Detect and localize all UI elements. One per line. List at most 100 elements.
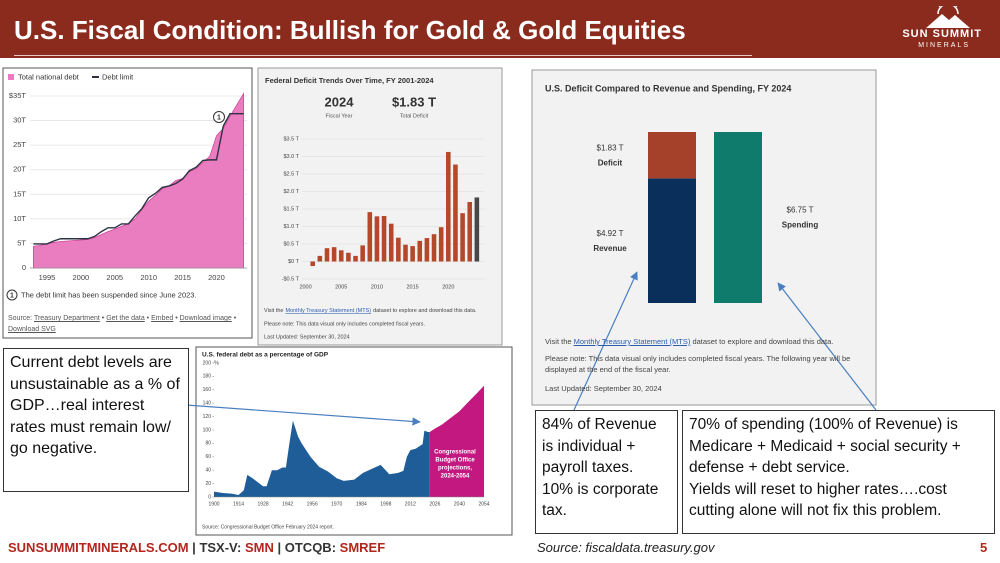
segment-value-label: $1.83 T <box>597 143 624 152</box>
note: Last Updated: September 30, 2024 <box>545 384 662 393</box>
callout-text: 10% is corporate tax. <box>542 480 659 520</box>
y-tick-label: 180 <box>203 374 212 380</box>
note-text: Visit the <box>545 337 572 346</box>
logo-tagline: MINERALS <box>918 42 970 49</box>
deficit-panel <box>257 67 503 346</box>
exchange: TSX-V: <box>199 540 242 555</box>
note-text: dataset to explore and download this dat… <box>373 308 477 314</box>
source-line: Source: Treasury Department • Get the da… <box>8 313 248 335</box>
note-number: 1 <box>10 292 14 299</box>
y-tick-label: 30T <box>13 116 26 125</box>
separator: • <box>233 315 237 322</box>
y-tick-label: 25T <box>13 140 26 149</box>
segment-name: Revenue <box>593 244 627 253</box>
bar <box>438 227 444 262</box>
bar <box>353 255 358 262</box>
source-link[interactable]: Download image <box>179 315 232 322</box>
bar <box>410 246 415 262</box>
bar <box>467 202 473 262</box>
bar-segment <box>714 132 762 303</box>
x-tick-label: 2000 <box>299 284 311 290</box>
note-text: Visit the <box>264 308 283 314</box>
note-link[interactable]: Monthly Treasury Statement (MTS) <box>285 308 371 314</box>
x-tick-label: 2012 <box>405 501 416 507</box>
y-tick-label: $3.5 T <box>284 136 300 142</box>
bar <box>424 238 430 262</box>
y-tick-label: 5T <box>17 238 26 247</box>
callout-text: 70% of spending (100% of Revenue) is Med… <box>689 416 961 476</box>
arrow <box>573 271 638 411</box>
segment-name: Deficit <box>598 158 623 167</box>
x-tick-label: 2040 <box>454 501 465 507</box>
y-tick-label: 80 <box>205 441 211 447</box>
y-tick-label: $1.5 T <box>284 206 300 212</box>
debt-gdp-area <box>429 385 484 497</box>
y-tick-label: $2.0 T <box>284 189 300 195</box>
x-tick-label: 2054 <box>478 501 489 507</box>
compare-panel <box>531 69 877 406</box>
y-tick-label: 120 <box>203 414 212 420</box>
note-marker <box>6 289 18 301</box>
source-link[interactable]: Get the data <box>106 315 145 322</box>
source-link[interactable]: Download SVG <box>8 326 56 333</box>
x-tick-label: 1984 <box>356 501 367 507</box>
bar <box>360 245 365 262</box>
note: Please note: This data visual only inclu… <box>545 354 851 374</box>
bar <box>396 237 401 262</box>
x-tick-label: 1998 <box>380 501 391 507</box>
y-tick-label: 20T <box>13 165 26 174</box>
note-text: dataset to explore and download this dat… <box>692 337 834 346</box>
separator: • <box>175 315 178 322</box>
x-tick-label: 1956 <box>307 501 318 507</box>
legend-swatch <box>92 76 99 78</box>
callout-text: 84% of Revenue is individual + payroll t… <box>542 416 657 476</box>
arrow <box>185 404 421 426</box>
x-tick-label: 2005 <box>335 284 347 290</box>
projection-label: Budget Office <box>435 458 475 464</box>
x-tick-label: 2000 <box>73 273 90 282</box>
y-tick-label: $2.5 T <box>284 171 300 177</box>
callout-box: Current debt levels are unsustainable as… <box>3 348 189 492</box>
y-tick-label: 100 <box>203 427 212 433</box>
x-tick-label: 2010 <box>140 273 157 282</box>
bar <box>446 151 451 262</box>
bar <box>367 212 373 262</box>
logo-icon <box>926 6 970 28</box>
x-tick-label: 2015 <box>174 273 191 282</box>
source-link[interactable]: Embed <box>151 315 174 322</box>
bar <box>431 234 437 262</box>
x-tick-label: 1914 <box>233 501 244 507</box>
projection-label: 2024-2054 <box>441 474 470 480</box>
title-rule <box>14 55 752 56</box>
bar <box>331 247 337 262</box>
exchange: OTCQB: <box>284 540 337 555</box>
x-tick-label: 2010 <box>371 284 383 290</box>
page-number: 5 <box>980 540 988 555</box>
x-tick-label: 1942 <box>282 501 293 507</box>
separator: • <box>146 315 150 322</box>
y-tick-label: 15T <box>13 189 26 198</box>
projection-label: Congressional <box>434 450 476 456</box>
note-link[interactable]: Monthly Treasury Statement (MTS) <box>573 337 691 346</box>
x-tick-label: 1928 <box>258 501 269 507</box>
callout-box: 70% of spending (100% of Revenue) is Med… <box>682 410 995 534</box>
bar <box>338 250 344 262</box>
y-axis-label: % <box>214 360 219 366</box>
y-tick-label: 60 <box>205 454 211 460</box>
segment-name: Spending <box>782 221 819 230</box>
y-tick-label: 0 <box>22 263 26 272</box>
x-tick-label: 2020 <box>442 284 454 290</box>
source-link[interactable]: Treasury Department <box>33 315 100 322</box>
chart-title: Federal Deficit Trends Over Time, FY 200… <box>265 76 434 85</box>
link-note: Visit the Monthly Treasury Statement (MTS… <box>264 308 477 314</box>
bar <box>460 213 465 262</box>
symbol: SMN <box>244 540 274 555</box>
legend-label: Total national debt <box>18 72 80 81</box>
note: Please note: This data visual only inclu… <box>264 321 425 327</box>
arrows <box>185 271 877 426</box>
y-tick-label: $1.0 T <box>284 224 300 230</box>
debt-gdp-area <box>214 420 430 497</box>
segment-value-label: $4.92 T <box>597 229 624 238</box>
